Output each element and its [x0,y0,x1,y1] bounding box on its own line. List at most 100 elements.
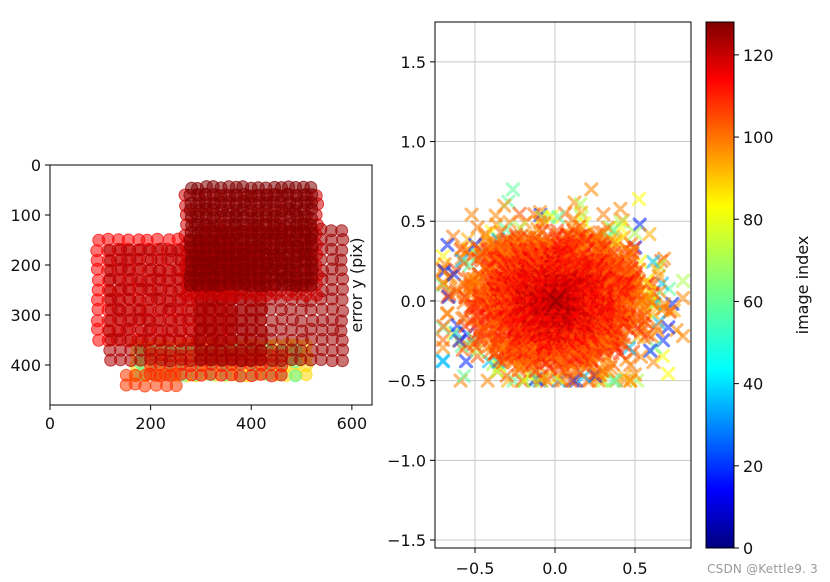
right-points-layer [435,182,691,388]
colorbar-gradient [705,21,735,549]
colorbar-tick-label: 40 [743,375,763,394]
colorbar-tick-label: 20 [743,457,763,476]
right-point [675,290,691,306]
right-point [551,209,566,225]
colorbar-tick-label: 100 [743,128,774,147]
right-point [633,349,649,364]
left-point [264,332,278,346]
colorbar-tick-label: 120 [743,46,774,65]
left-point [274,368,288,382]
left-point [228,289,242,303]
right-point [675,273,691,288]
right-point [608,373,623,388]
left-point [144,352,158,366]
left-point [163,354,177,368]
right-point [627,225,643,240]
right-point [440,306,455,321]
colorbar-tick-label: 0 [743,539,753,558]
right-axes-frame [434,21,692,549]
left-point [310,288,324,302]
right-x-tick-label: −0.5 [456,559,495,578]
right-point [651,268,666,284]
left-points-layer [90,180,350,393]
left-point [253,353,267,367]
right-point [584,182,599,197]
left-point [168,367,182,381]
right-point [595,363,610,378]
left-x-tick-label: 0 [45,414,55,433]
left-x-tick-label: 200 [135,414,166,433]
left-point [288,369,302,383]
left-point [169,379,183,393]
left-y-axis: 0 100 200 300 400 [10,156,50,375]
left-point [193,352,207,366]
left-point [299,368,313,382]
left-x-tick-label: 600 [337,414,368,433]
right-point [631,191,646,207]
left-point [233,369,247,383]
left-point [91,322,104,336]
right-point [436,319,451,334]
colorbar-ticks: 0 20 40 60 80 100 120 [734,46,774,558]
left-point [114,313,128,327]
left-point [138,379,152,393]
right-point [645,254,661,269]
left-y-tick-label: 400 [10,356,41,375]
left-point [103,243,117,257]
right-x-tick-label: 0.5 [622,559,647,578]
right-point [458,354,474,369]
right-y-tick-label: 0.5 [401,212,426,231]
left-y-tick-label: 0 [31,156,41,175]
right-y-tick-label: −1.0 [387,451,426,470]
right-point [617,368,632,384]
right-point [464,207,479,222]
right-y-tick-label: 0.0 [401,292,426,311]
right-point [435,353,451,368]
right-y-axis-label: error y (pix) [347,238,366,333]
left-y-tick-label: 100 [10,206,41,225]
left-scatter-panel: 0 200 400 600 0 100 200 300 400 [10,156,373,433]
left-x-tick-label: 400 [236,414,267,433]
left-point [254,367,268,381]
colorbar: 0 20 40 60 80 100 120 image index [705,21,812,558]
right-point [643,343,658,358]
left-point [304,278,318,292]
watermark: CSDN @Kettle9. 3 [707,562,818,576]
left-point [254,312,268,326]
right-point [446,229,461,244]
right-y-tick-label: 1.5 [401,53,426,72]
right-x-tick-label: 0.0 [542,559,567,578]
left-y-tick-label: 200 [10,256,41,275]
right-point [457,310,472,326]
left-point [336,343,349,357]
right-point [456,368,471,384]
right-point [596,207,611,222]
right-point [449,284,464,299]
right-point [646,354,661,370]
right-point [613,201,628,217]
left-y-tick-label: 300 [10,306,41,325]
right-point [435,332,451,347]
right-point [446,267,462,282]
colorbar-tick-label: 60 [743,292,763,311]
right-point [505,182,520,197]
right-y-tick-label: 1.0 [401,133,426,152]
right-point [661,320,676,335]
right-point [557,206,573,221]
right-x-axis: −0.5 0.0 0.5 [456,548,648,578]
right-scatter-panel: −0.5 0.0 0.5 −1.5 −1.0 −0.5 0.0 0.5 1.0 1.5 erro… [347,21,692,578]
right-y-tick-label: −1.5 [387,531,426,550]
left-point [123,322,136,336]
right-point [642,226,657,242]
colorbar-tick-label: 80 [743,210,763,229]
right-y-tick-label: −0.5 [387,372,426,391]
left-x-axis: 0 200 400 600 [45,405,367,433]
left-point [314,353,328,366]
left-axes-frame [49,164,373,406]
right-point [548,293,564,308]
left-point [263,302,277,316]
colorbar-label: image index [793,236,812,335]
right-y-axis: −1.5 −1.0 −0.5 0.0 0.5 1.0 1.5 [387,53,435,550]
right-point [661,366,676,381]
